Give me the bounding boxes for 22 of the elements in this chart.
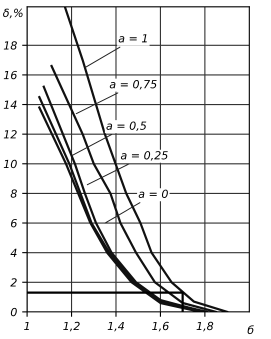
y-tick-label: 2 xyxy=(10,278,17,286)
y-tick-label: 6 xyxy=(11,218,17,228)
x-tick-label: 1,6 xyxy=(152,322,169,332)
y-tick-label: 16 xyxy=(4,70,17,80)
x-tick-label: 1,4 xyxy=(108,322,124,332)
x-tick-label: 1 xyxy=(24,322,29,330)
y-tick-label: 18 xyxy=(4,41,17,50)
annotation: a = 0,25 xyxy=(120,151,168,161)
annotation: a = 0,75 xyxy=(110,80,157,90)
x-tick-label: 1,2 xyxy=(63,322,80,332)
y-tick-label: 4 xyxy=(10,248,17,257)
y-tick-label: 0 xyxy=(10,308,17,316)
y-tick-label: 10 xyxy=(4,160,17,168)
y-axis-title: δ,% xyxy=(3,8,23,18)
x-axis-title: б xyxy=(248,325,254,334)
y-tick-label: 12 xyxy=(4,130,17,138)
x-tick-label: 1,8 xyxy=(196,322,214,332)
annotation: a = 0 xyxy=(138,190,168,198)
annotation: a = 0,5 xyxy=(106,121,146,131)
y-tick-label: 14 xyxy=(4,100,17,109)
annotation: a = 1 xyxy=(118,34,147,42)
y-tick-label: 8 xyxy=(10,189,17,198)
